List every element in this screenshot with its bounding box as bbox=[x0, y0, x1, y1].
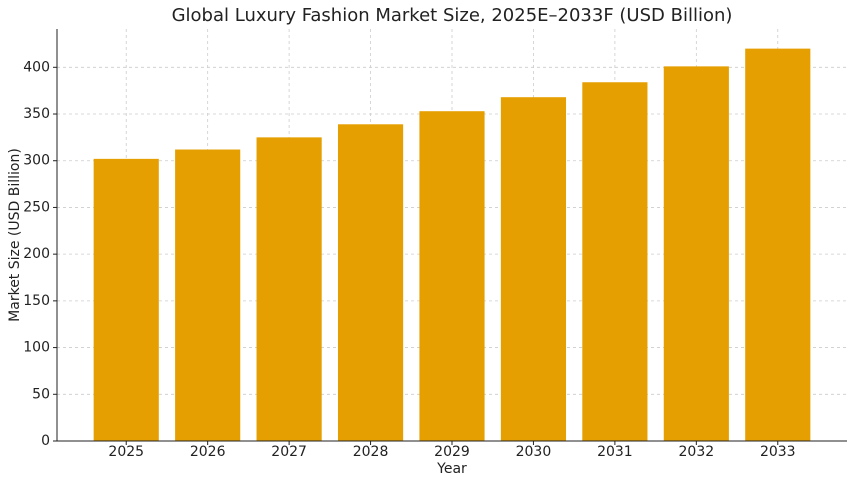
y-tick-label: 0 bbox=[41, 433, 50, 449]
y-tick-label: 200 bbox=[23, 246, 50, 262]
bar bbox=[93, 158, 159, 441]
bar bbox=[582, 82, 648, 441]
bar bbox=[175, 149, 241, 441]
x-tick-label: 2030 bbox=[516, 444, 552, 460]
y-tick-label: 400 bbox=[23, 59, 50, 75]
bar bbox=[419, 111, 485, 442]
y-tick-label: 250 bbox=[23, 199, 50, 215]
y-tick-label: 300 bbox=[23, 153, 50, 169]
x-tick-label: 2033 bbox=[760, 444, 796, 460]
chart-title: Global Luxury Fashion Market Size, 2025E… bbox=[172, 5, 733, 26]
bar bbox=[337, 124, 404, 442]
y-tick-label: 350 bbox=[23, 106, 50, 122]
x-tick-label: 2026 bbox=[190, 444, 226, 460]
x-tick-label: 2028 bbox=[353, 444, 389, 460]
y-tick-label: 100 bbox=[23, 340, 50, 356]
x-tick-label: 2025 bbox=[108, 444, 144, 460]
x-axis-label: Year bbox=[436, 461, 467, 477]
bar bbox=[500, 97, 567, 441]
bar bbox=[256, 137, 322, 441]
x-tick-label: 2029 bbox=[434, 444, 470, 460]
y-axis-label: Market Size (USD Billion) bbox=[7, 148, 23, 322]
x-tick-label: 2027 bbox=[271, 444, 307, 460]
bar bbox=[745, 48, 811, 441]
y-tick-label: 50 bbox=[32, 386, 50, 402]
y-tick-label: 150 bbox=[23, 293, 50, 309]
bar bbox=[663, 66, 729, 441]
x-tick-label: 2032 bbox=[679, 444, 715, 460]
x-tick-label: 2031 bbox=[597, 444, 633, 460]
